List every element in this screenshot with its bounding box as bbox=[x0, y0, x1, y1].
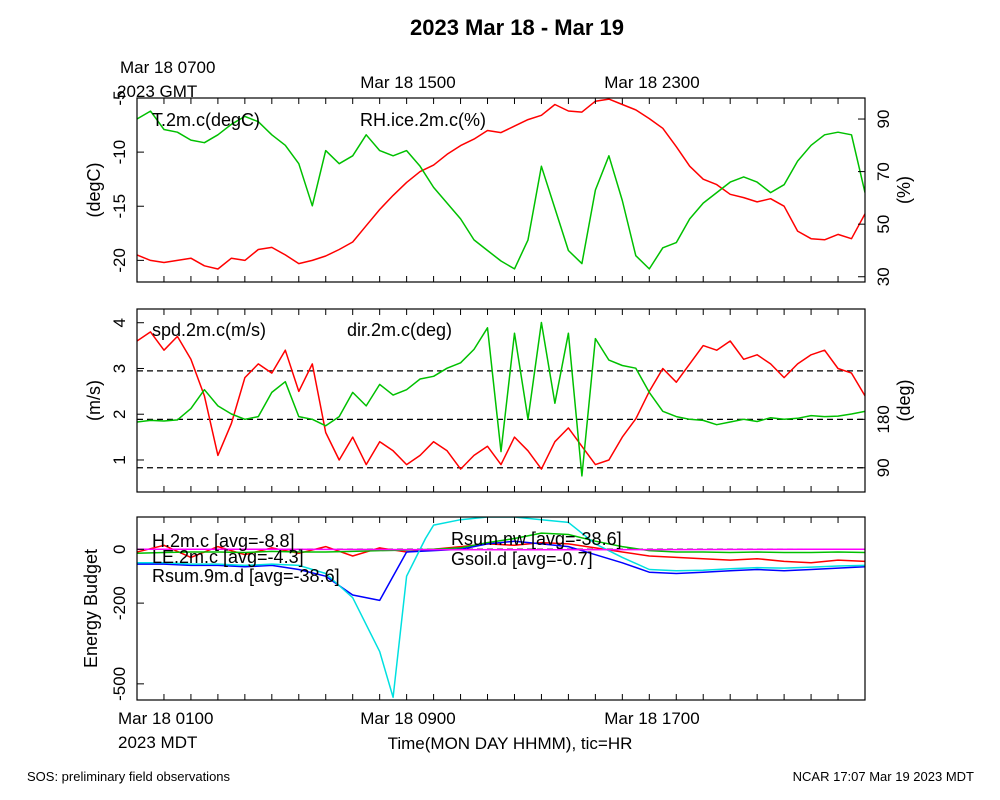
plot-frame bbox=[136, 516, 866, 701]
panel-energy-budget: 0 -200 -500 Energy Budget H.2m.c [avg=-8.8]L… bbox=[81, 516, 866, 701]
footer-left-note: SOS: preliminary field observations bbox=[27, 769, 231, 784]
y-axis-label: (degC) bbox=[84, 162, 104, 217]
y-tick-label-right: 50 bbox=[874, 215, 893, 234]
series-line-rsum-9m-d bbox=[137, 540, 865, 602]
legend-entry: T.2m.c(degC) bbox=[152, 110, 260, 130]
y-tick-label-right: 30 bbox=[874, 267, 893, 286]
top-axis-start-line1: Mar 18 0700 bbox=[120, 58, 215, 77]
series-line-rsum-nw bbox=[137, 517, 865, 699]
series-line-le-2m-c bbox=[137, 532, 865, 555]
bottom-axis-label-0900: Mar 18 0900 bbox=[360, 709, 455, 728]
plot-frame bbox=[136, 308, 866, 493]
series-line-t-2m-c bbox=[137, 98, 865, 270]
panel-temperature-humidity: -5 -10 -15 -20 90 70 50 30 (degC) (%) T.2m.c(degC)… bbox=[84, 90, 914, 286]
y-tick-label: 4 bbox=[110, 318, 129, 327]
figure-title: 2023 Mar 18 - Mar 19 bbox=[410, 15, 624, 40]
y-tick-label-right: 70 bbox=[874, 162, 893, 181]
y-tick-label: 2 bbox=[110, 409, 129, 418]
x-axis-label: Time(MON DAY HHMM), tic=HR bbox=[388, 734, 633, 753]
bottom-axis-start-line2: 2023 MDT bbox=[118, 733, 197, 752]
legend-entry: spd.2m.c(m/s) bbox=[152, 320, 266, 340]
top-axis-label-1500: Mar 18 1500 bbox=[360, 73, 455, 92]
y-tick-label: 1 bbox=[110, 455, 129, 464]
y-axis-label: (m/s) bbox=[84, 380, 104, 421]
y-axis-label: Energy Budget bbox=[81, 549, 101, 668]
series-line-dir-2m-c bbox=[137, 321, 865, 477]
series-line-gsoil-d bbox=[137, 548, 865, 551]
top-axis-start-line2: 2023 GMT bbox=[117, 82, 197, 101]
legend-entry: RH.ice.2m.c(%) bbox=[360, 110, 486, 130]
legend-entry: LE.2m.c [avg=-4.3] bbox=[152, 547, 304, 567]
bottom-axis-start-line1: Mar 18 0100 bbox=[118, 709, 213, 728]
y-tick-label: 3 bbox=[110, 364, 129, 373]
legend-entry: dir.2m.c(deg) bbox=[347, 320, 452, 340]
legend-entry: Gsoil.d [avg=-0.7] bbox=[451, 549, 593, 569]
y-axis-label-right: (deg) bbox=[894, 379, 914, 421]
series-line-rh-ice-2m-c bbox=[137, 110, 865, 270]
plot-frame bbox=[136, 97, 866, 283]
legend-entry: Rsum.nw [avg=-38.6] bbox=[451, 529, 622, 549]
panel-wind: 1 2 3 4 90 180 (m/s) (deg) spd.2m.c(m/s) dir.2m.c… bbox=[84, 308, 914, 493]
y-tick-label-right: 90 bbox=[874, 110, 893, 129]
y-tick-label-right: 90 bbox=[874, 458, 893, 477]
y-tick-label: -15 bbox=[110, 194, 129, 219]
y-tick-label-right: 180 bbox=[874, 405, 893, 433]
y-axis-label-right: (%) bbox=[894, 176, 914, 204]
y-tick-label: 0 bbox=[110, 545, 129, 554]
y-tick-label: -10 bbox=[110, 140, 129, 165]
top-axis-label-2300: Mar 18 2300 bbox=[604, 73, 699, 92]
y-tick-label: -5 bbox=[110, 90, 129, 105]
y-tick-label: -20 bbox=[110, 248, 129, 273]
y-tick-label: -500 bbox=[110, 667, 129, 701]
bottom-axis-label-1700: Mar 18 1700 bbox=[604, 709, 699, 728]
legend-entry: H.2m.c [avg=-8.8] bbox=[152, 531, 295, 551]
y-tick-label: -200 bbox=[110, 586, 129, 620]
series-line-spd-2m-c bbox=[137, 331, 865, 470]
legend-entry: Rsum.9m.d [avg=-38.6] bbox=[152, 566, 340, 586]
footer-right-note: NCAR 17:07 Mar 19 2023 MDT bbox=[793, 769, 974, 784]
